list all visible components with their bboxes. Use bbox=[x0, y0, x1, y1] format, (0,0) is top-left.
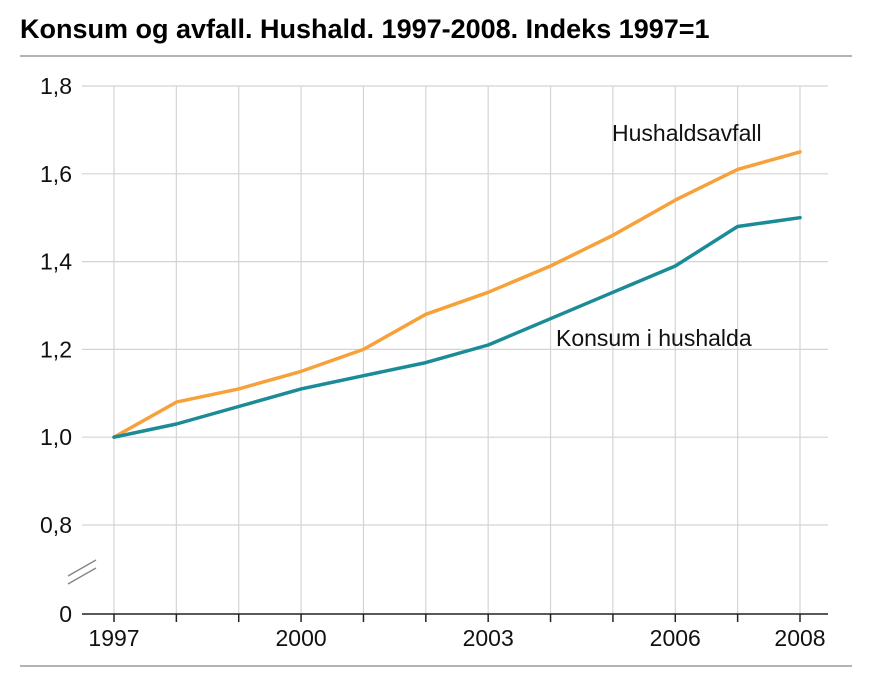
x-tick-label: 2000 bbox=[276, 625, 327, 651]
y-tick-label: 1,6 bbox=[40, 161, 72, 187]
series-label: Hushaldsavfall bbox=[612, 120, 762, 146]
x-tick-label: 2008 bbox=[774, 625, 825, 651]
series-label: Konsum i hushalda bbox=[556, 325, 752, 351]
x-tick-label: 2006 bbox=[650, 625, 701, 651]
chart-title: Konsum og avfall. Hushald. 1997-2008. In… bbox=[20, 14, 710, 44]
x-tick-label: 2003 bbox=[463, 625, 514, 651]
y-tick-label: 1,2 bbox=[40, 336, 72, 362]
y-tick-label: 0 bbox=[59, 601, 72, 627]
axis-break-mark bbox=[67, 559, 97, 577]
series-lines bbox=[112, 150, 802, 439]
y-tick-label: 1,8 bbox=[40, 73, 72, 99]
y-tick-label: 1,0 bbox=[40, 424, 72, 450]
series-line bbox=[112, 215, 802, 439]
y-tick-label: 0,8 bbox=[40, 512, 72, 538]
series-labels: Hushaldsavfall Konsum i hushalda bbox=[556, 120, 762, 351]
y-tick-label: 1,4 bbox=[40, 249, 72, 275]
axes: 0 0,8 1,0 1,2 1,4 1,6 1,8 1997 2000 2003 2006 2008 bbox=[40, 73, 828, 651]
x-tick-label: 1997 bbox=[88, 625, 139, 651]
series-line bbox=[112, 150, 802, 439]
axis-break-mark bbox=[67, 567, 97, 585]
